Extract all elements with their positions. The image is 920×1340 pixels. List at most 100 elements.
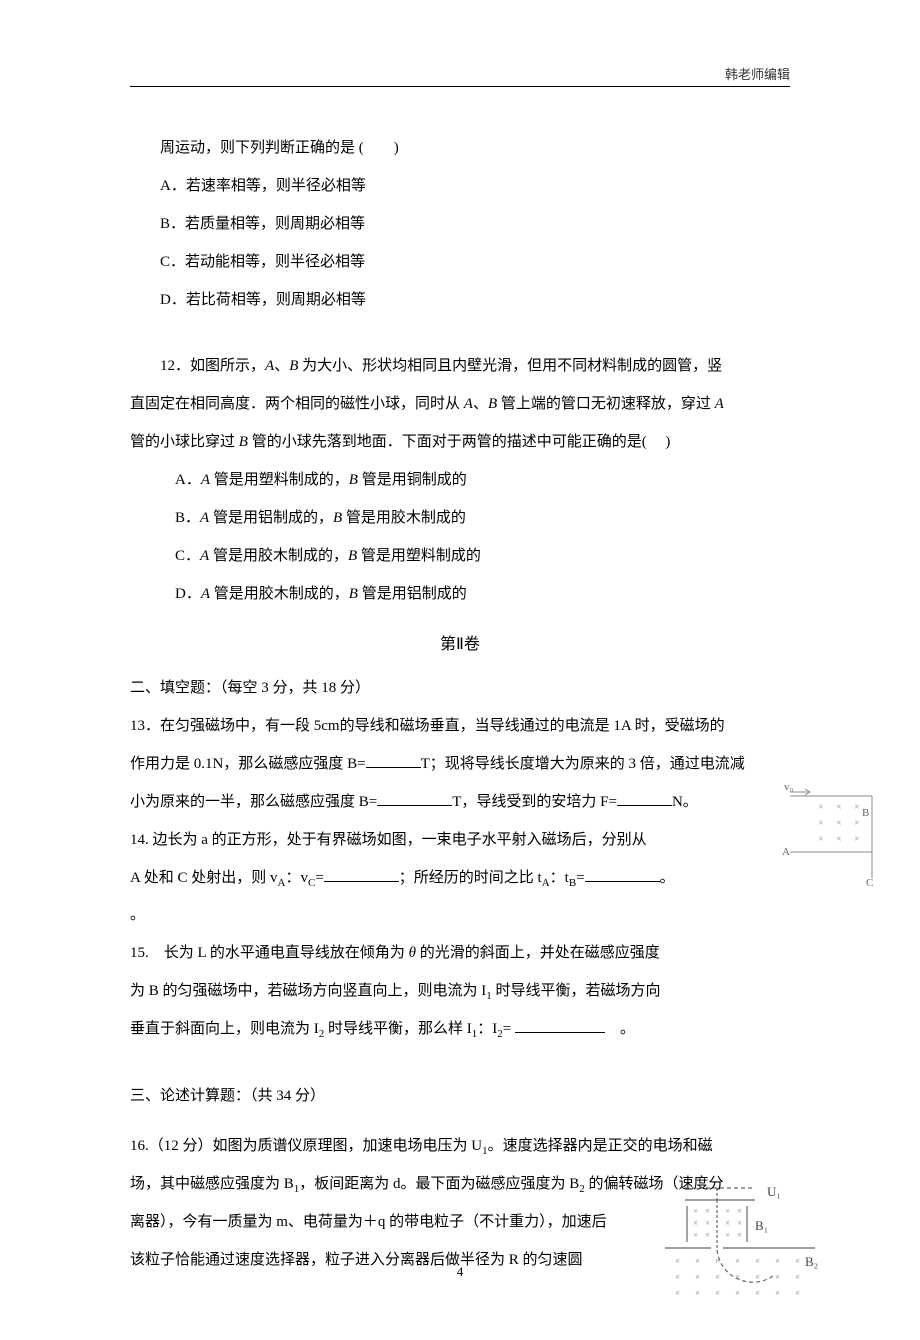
q13-line2: 作用力是 0.1N，那么磁感应强度 B=T；现将导线长度增大为原来的 3 倍，通…	[130, 746, 790, 782]
text: 、	[473, 396, 488, 412]
header-label: 韩老师编辑	[725, 64, 790, 83]
blank-field	[366, 750, 421, 768]
svg-text:×: ×	[695, 1272, 700, 1282]
text: 作用力是 0.1N，那么磁感应强度 B=	[130, 756, 366, 772]
q12-line1: 12．如图所示，A、B 为大小、形状均相同且内壁光滑，但用不同材料制成的圆管，竖	[130, 348, 790, 384]
svg-text:×: ×	[737, 1230, 742, 1240]
var-a: A	[200, 548, 209, 564]
c-label: C	[866, 877, 873, 888]
svg-text:×: ×	[715, 1288, 720, 1298]
text: T，导线受到的安培力 F=	[452, 794, 617, 810]
svg-text:×: ×	[795, 1288, 800, 1298]
text: 管是用铝制成的	[358, 586, 467, 602]
q12-option-b: B．A 管是用铝制成的，B 管是用胶木制成的	[130, 500, 790, 536]
q12-option-d: D．A 管是用胶木制成的，B 管是用铝制成的	[130, 576, 790, 612]
q13-line3: 小为原来的一半，那么磁感应强度 B= T，导线受到的安培力 F= N。	[130, 784, 790, 820]
document-body: 周运动，则下列判断正确的是 ( ) A．若速率相等，则半径必相等 B．若质量相等…	[130, 130, 790, 1278]
text: 管的小球比穿过	[130, 434, 239, 450]
var-b: B	[348, 548, 357, 564]
text: 15. 长为 L 的水平通电直导线放在倾角为	[130, 945, 409, 961]
svg-text:×: ×	[737, 1218, 742, 1228]
blank-field	[617, 788, 672, 806]
text: 。	[605, 1021, 635, 1037]
svg-text:×: ×	[675, 1272, 680, 1282]
header-rule	[130, 86, 790, 87]
q12-line3: 管的小球比穿过 B 管的小球先落到地面．下面对于两管的描述中可能正确的是( )	[130, 424, 790, 460]
text: 管上端的管口无初速释放，穿过	[497, 396, 715, 412]
svg-text:×: ×	[818, 802, 824, 813]
var-b: B	[488, 396, 497, 412]
text: 管的小球先落到地面．下面对于两管的描述中可能正确的是( )	[248, 434, 671, 450]
q14-line2: A 处和 C 处射出，则 vA：vC=；所经历的时间之比 tA：tB=。 。	[130, 860, 690, 932]
text: 为大小、形状均相同且内壁光滑，但用不同材料制成的圆管，竖	[298, 358, 722, 374]
figure-q16: ×××× ×××× ×××× ××××××× ××××××× ××××××× U…	[655, 1180, 825, 1310]
text: 时导线平衡，那么样 I	[324, 1021, 472, 1037]
text: 小为原来的一半，那么磁感应强度 B=	[130, 794, 377, 810]
svg-text:×: ×	[755, 1272, 760, 1282]
v0-label: v₀	[784, 781, 794, 793]
text: N。	[672, 794, 698, 810]
var-a: A	[265, 358, 274, 374]
svg-text:×: ×	[693, 1218, 698, 1228]
text: 管是用胶木制成的，	[209, 548, 348, 564]
var-b: B	[349, 472, 358, 488]
text: 管是用胶木制成的，	[210, 586, 349, 602]
text: 为 B 的匀强磁场中，若磁场方向竖直向上，则电流为 I	[130, 983, 486, 999]
q13-line1: 13．在匀强磁场中，有一段 5cm的导线和磁场垂直，当导线通过的电流是 1A 时…	[130, 708, 790, 744]
var-a: A	[201, 472, 210, 488]
text: 的光滑的斜面上，并处在磁感应强度	[416, 945, 660, 961]
subscript: A	[542, 877, 550, 889]
text: 管是用塑料制成的，	[210, 472, 349, 488]
text: A 处和 C 处射出，则 v	[130, 870, 278, 886]
svg-text:×: ×	[715, 1272, 720, 1282]
var-a: A	[200, 510, 209, 526]
text: ：I	[477, 1021, 497, 1037]
text: 12．如图所示，	[160, 358, 265, 374]
b-label: B	[862, 807, 869, 819]
svg-text:×: ×	[693, 1206, 698, 1216]
svg-text:×: ×	[695, 1288, 700, 1298]
text: D．	[175, 586, 201, 602]
svg-text:×: ×	[795, 1256, 800, 1266]
svg-text:×: ×	[854, 818, 860, 829]
blank-field	[377, 788, 452, 806]
u1-label: U₁	[767, 1184, 781, 1199]
svg-text:×: ×	[775, 1256, 780, 1266]
svg-text:×: ×	[675, 1256, 680, 1266]
figure-q14: v₀ B A C ××× ××× ×××	[780, 780, 882, 888]
q16-line1: 16.（12 分）如图为质谱仪原理图，加速电场电压为 U1。速度选择器内是正交的…	[130, 1128, 790, 1164]
part2-title: 第Ⅱ卷	[130, 626, 790, 664]
text: 管是用铜制成的	[358, 472, 467, 488]
svg-text:×: ×	[737, 1206, 742, 1216]
svg-text:×: ×	[715, 1256, 720, 1266]
var-b: B	[333, 510, 342, 526]
var-b: B	[289, 358, 298, 374]
svg-text:×: ×	[735, 1288, 740, 1298]
var-b: B	[349, 586, 358, 602]
svg-text:×: ×	[725, 1206, 730, 1216]
svg-text:×: ×	[755, 1256, 760, 1266]
text: A．	[175, 472, 201, 488]
svg-text:×: ×	[695, 1256, 700, 1266]
text: 。速度选择器内是正交的电场和磁	[488, 1138, 713, 1154]
b2-label: B₂	[805, 1254, 818, 1269]
q15-line3: 垂直于斜面向上，则电流为 I2 时导线平衡，那么样 I1：I2= 。	[130, 1011, 690, 1047]
q12-option-a: A．A 管是用塑料制成的，B 管是用铜制成的	[130, 462, 790, 498]
svg-text:×: ×	[675, 1288, 680, 1298]
text: =	[315, 870, 323, 886]
section2-heading: 二、填空题：（每空 3 分，共 18 分）	[130, 670, 790, 706]
svg-text:×: ×	[836, 802, 842, 813]
svg-text:×: ×	[705, 1230, 710, 1240]
page-number: 4	[457, 1264, 464, 1280]
blank-field	[324, 864, 399, 882]
var-b: B	[239, 434, 248, 450]
q14-line1: 14. 边长为 a 的正方形，处于有界磁场如图，一束电子水平射入磁场后，分别从	[130, 822, 690, 858]
a-label: A	[782, 846, 790, 858]
text: =	[503, 1021, 515, 1037]
text: B．	[175, 510, 200, 526]
text: 直固定在相同高度．两个相同的磁性小球，同时从	[130, 396, 464, 412]
text: 场，其中磁感应强度为 B	[130, 1176, 294, 1192]
svg-text:×: ×	[693, 1230, 698, 1240]
text: ：v	[285, 870, 308, 886]
svg-text:×: ×	[725, 1218, 730, 1228]
